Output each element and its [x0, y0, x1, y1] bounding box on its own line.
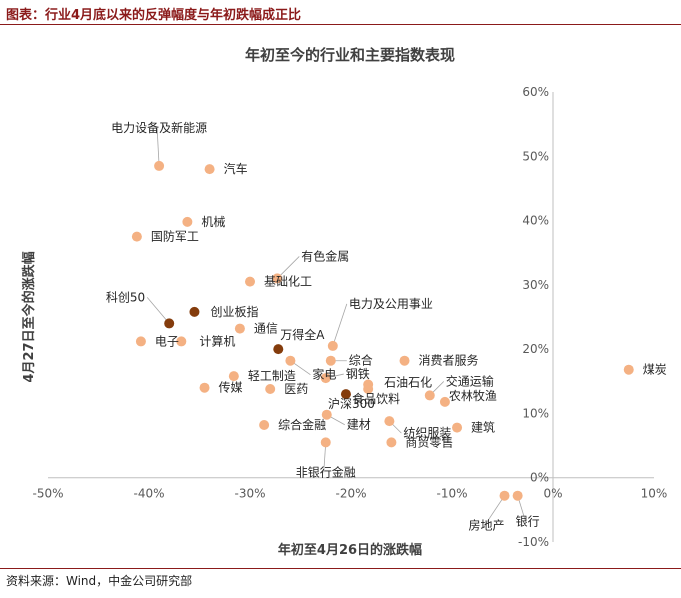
point-label: 非银行金融: [296, 464, 356, 479]
source-note: 资料来源：Wind，中金公司研究部: [6, 574, 193, 588]
industry-point: [321, 409, 332, 420]
point-label: 交通运输: [446, 373, 494, 388]
point-label: 传媒: [219, 380, 243, 395]
point-label: 石油石化: [384, 376, 432, 390]
industry-point: [439, 396, 450, 407]
industry-point: [320, 437, 331, 448]
point-label: 纺织服装: [403, 426, 451, 440]
figure-title: 图表：行业4月底以来的反弹幅度与年初跌幅成正比: [6, 8, 302, 23]
x-tick-label: -50%: [32, 487, 63, 501]
point-label: 创业板指: [210, 304, 258, 319]
industry-point: [399, 355, 410, 366]
industry-point: [452, 422, 463, 433]
industry-point: [234, 323, 245, 334]
point-label: 电力设备及新能源: [111, 120, 207, 135]
y-tick-label: 0%: [530, 471, 549, 485]
x-tick-label: 10%: [641, 487, 668, 501]
industry-point: [363, 384, 374, 394]
point-label: 汽车: [224, 161, 248, 176]
point-label: 商贸零售: [405, 434, 453, 449]
industry-point: [285, 355, 296, 366]
industry-point: [327, 340, 338, 351]
x-tick-label: -30%: [234, 487, 265, 501]
y-tick-label: 30%: [522, 278, 549, 292]
y-tick-label: 10%: [522, 406, 549, 420]
x-tick-label: -10%: [436, 487, 467, 501]
point-label: 煤炭: [643, 363, 667, 377]
x-axis-title: 年初至4月26日的涨跌幅: [278, 542, 422, 558]
point-label: 综合: [349, 353, 373, 368]
industry-point: [182, 216, 193, 227]
industry-point: [623, 364, 634, 375]
industry-point: [204, 164, 215, 175]
point-label: 综合金融: [278, 417, 326, 432]
point-label: 轻工制造: [248, 369, 296, 383]
point-label: 银行: [516, 515, 540, 529]
point-label: 通信: [254, 322, 278, 336]
y-tick-label: 50%: [522, 149, 549, 163]
industry-point: [384, 416, 395, 427]
point-label: 基础化工: [264, 275, 312, 289]
point-label: 电力及公用事业: [349, 297, 433, 311]
y-axis-title: 4月27日至今的涨跌幅: [21, 251, 37, 382]
industry-point: [228, 371, 239, 382]
industry-point: [259, 420, 270, 430]
point-label: 医药: [284, 382, 308, 396]
industry-point: [424, 390, 435, 401]
leader-line: [484, 495, 505, 526]
y-tick-label: 40%: [522, 214, 549, 228]
industry-point: [245, 276, 255, 287]
x-tick-label: 0%: [543, 487, 562, 501]
x-tick-label: -20%: [335, 487, 366, 501]
point-label: 沪深300: [328, 397, 375, 411]
point-label: 食品饮料: [352, 391, 400, 406]
y-tick-label: -10%: [518, 535, 549, 549]
industry-point: [499, 490, 510, 501]
industry-point: [386, 437, 397, 448]
index-point: [273, 344, 284, 355]
index-point: [340, 389, 351, 400]
industry-point: [154, 160, 165, 171]
point-label: 有色金属: [301, 248, 349, 263]
point-label: 计算机: [199, 333, 235, 348]
leader-line: [323, 442, 327, 473]
point-label: 房地产: [469, 518, 505, 533]
point-label: 科创50: [106, 290, 145, 304]
point-label: 钢铁: [346, 367, 370, 381]
header-divider: [0, 24, 681, 25]
leader-line: [156, 127, 160, 166]
leader-line: [146, 297, 170, 324]
industry-point: [131, 231, 142, 242]
industry-point: [176, 336, 187, 347]
industry-point: [320, 373, 331, 384]
chart-title: 年初至今的行业和主要指数表现: [245, 46, 455, 64]
point-label: 万得全A: [280, 327, 325, 342]
industry-point: [265, 384, 276, 394]
y-tick-label: 20%: [522, 342, 549, 356]
figure-header: 图表：行业4月底以来的反弹幅度与年初跌幅成正比: [0, 0, 681, 26]
index-point: [164, 318, 175, 329]
index-point: [189, 306, 200, 317]
point-label: 家电: [312, 367, 336, 382]
x-tick-label: -40%: [133, 487, 164, 501]
industry-point: [135, 336, 146, 347]
industry-point: [272, 273, 283, 284]
industry-point: [325, 355, 336, 366]
point-label: 国防军工: [151, 229, 199, 244]
footer-divider: [0, 568, 681, 569]
point-label: 建筑: [471, 420, 495, 435]
leader-line: [332, 303, 348, 347]
point-label: 机械: [201, 214, 225, 229]
y-tick-label: 60%: [522, 85, 549, 99]
point-label: 农林牧渔: [449, 389, 497, 403]
point-label: 建材: [347, 418, 371, 432]
leader-line: [276, 256, 300, 279]
point-label: 消费者服务: [419, 353, 479, 368]
point-label: 电子: [155, 334, 179, 348]
industry-point: [199, 382, 210, 393]
industry-point: [512, 490, 523, 501]
